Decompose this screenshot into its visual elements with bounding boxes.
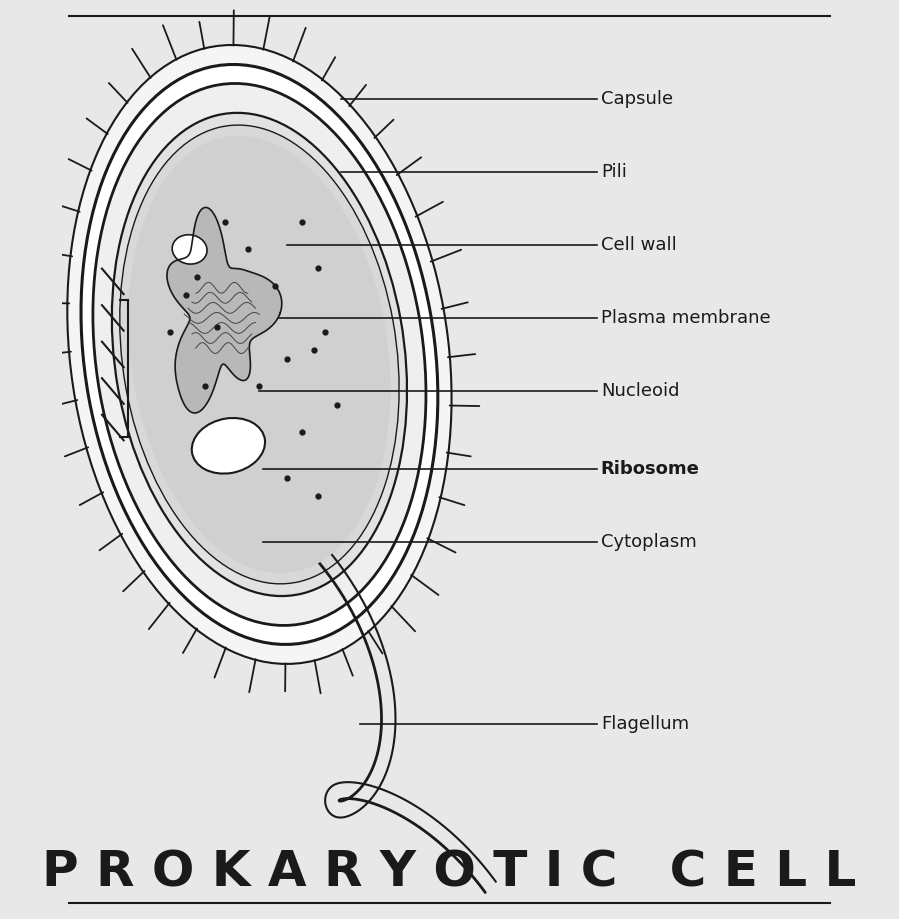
Ellipse shape (191, 418, 265, 473)
Ellipse shape (173, 234, 207, 264)
Text: Ribosome: Ribosome (601, 460, 699, 478)
Text: Plasma membrane: Plasma membrane (601, 309, 770, 327)
Text: Cytoplasm: Cytoplasm (601, 533, 697, 550)
Ellipse shape (67, 45, 451, 664)
Text: Cell wall: Cell wall (601, 236, 677, 254)
Text: P R O K A R Y O T I C   C E L L: P R O K A R Y O T I C C E L L (42, 848, 857, 896)
Text: Capsule: Capsule (601, 90, 673, 108)
Polygon shape (167, 208, 281, 413)
Ellipse shape (111, 113, 407, 596)
Ellipse shape (93, 84, 426, 626)
Text: Pili: Pili (601, 163, 627, 181)
Ellipse shape (81, 64, 438, 644)
Text: Nucleoid: Nucleoid (601, 382, 680, 400)
Text: Flagellum: Flagellum (601, 715, 689, 733)
Ellipse shape (129, 135, 390, 573)
Ellipse shape (120, 125, 399, 584)
